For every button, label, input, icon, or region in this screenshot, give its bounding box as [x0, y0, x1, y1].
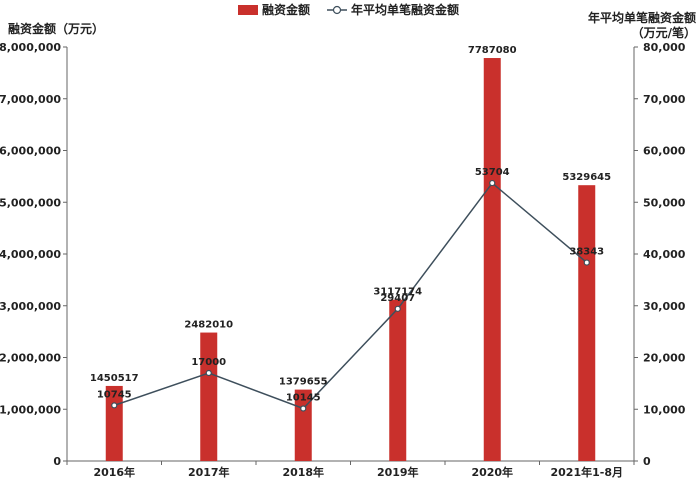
legend: 融资金额 年平均单笔融资金额 — [238, 2, 459, 17]
left-tick-label: 1,000,000 — [0, 403, 61, 416]
x-tick-label: 2019年 — [377, 465, 419, 479]
left-tick-label: 2,000,000 — [0, 352, 61, 365]
bar — [389, 299, 407, 461]
line-value-label: 10745 — [97, 389, 132, 400]
right-tick-label: 70,000 — [643, 93, 686, 106]
legend-line-marker — [332, 5, 342, 15]
bars — [105, 58, 596, 462]
bar — [200, 332, 218, 461]
line-point — [394, 305, 401, 312]
left-axis-title: 融资金额（万元） — [8, 21, 104, 36]
line-value-label: 29407 — [380, 293, 415, 304]
right-axis-ticks: 0 10,000 20,000 30,000 40,000 50,000 60,000 70,… — [634, 41, 686, 468]
left-tick-label: 7,000,000 — [0, 93, 61, 106]
right-tick-label: 60,000 — [643, 145, 686, 158]
line-point — [300, 405, 307, 412]
right-axis-title-line2: （万元/笔） — [632, 25, 696, 40]
line-point — [205, 369, 212, 377]
line-value-label: 38343 — [569, 247, 604, 258]
right-tick-label: 20,000 — [643, 352, 686, 365]
right-tick-label: 40,000 — [643, 248, 686, 261]
right-tick-label: 0 — [643, 455, 651, 468]
x-tick-label: 2016年 — [93, 465, 135, 479]
line-value-label: 17000 — [191, 357, 226, 368]
legend-line-label: 年平均单笔融资金额 — [351, 2, 459, 17]
data-labels: 1450517 2482010 1379655 3117174 7787080 53296… — [90, 45, 611, 403]
x-tick-label: 2021年1-8月 — [551, 465, 624, 479]
line-value-label: 53704 — [475, 167, 510, 178]
line-point — [583, 259, 590, 266]
right-tick-label: 80,000 — [643, 41, 686, 54]
legend-bar-swatch — [238, 5, 258, 15]
bar-value-label: 3117174 — [373, 287, 422, 298]
right-tick-label: 50,000 — [643, 196, 686, 209]
bar-value-label: 2482010 — [184, 320, 233, 331]
right-tick-label: 30,000 — [643, 300, 686, 313]
x-tick-label: 2020年 — [471, 465, 513, 479]
right-tick-label: 10,000 — [643, 403, 686, 416]
x-tick-label: 2018年 — [282, 465, 324, 479]
legend-bar-label: 融资金额 — [262, 2, 310, 17]
left-tick-label: 0 — [53, 455, 61, 468]
right-axis-title-line1: 年平均单笔融资金额 — [588, 10, 696, 25]
left-tick-label: 5,000,000 — [0, 196, 61, 209]
x-tick-label: 2017年 — [188, 465, 230, 479]
left-axis-ticks: 0 1,000,000 2,000,000 3,000,000 4,000,000 5,0… — [0, 41, 67, 468]
left-tick-label: 6,000,000 — [0, 145, 61, 158]
line-point — [489, 179, 496, 187]
line-series — [111, 179, 590, 412]
bar-value-label: 1379655 — [279, 377, 328, 388]
bar-value-label: 7787080 — [468, 45, 517, 56]
bar-value-label: 5329645 — [562, 172, 611, 183]
line-point — [111, 402, 118, 409]
line-path — [114, 181, 588, 410]
left-tick-label: 4,000,000 — [0, 248, 61, 261]
bar-value-label: 1450517 — [90, 373, 139, 384]
bar — [578, 185, 596, 462]
x-axis-labels: 2016年 2017年 2018年 2019年 2020年 2021年1-8月 — [66, 461, 635, 479]
left-tick-label: 3,000,000 — [0, 300, 61, 313]
line-value-label: 10145 — [286, 392, 321, 403]
bar — [483, 58, 501, 461]
left-tick-label: 8,000,000 — [0, 41, 61, 54]
axes — [66, 47, 635, 462]
